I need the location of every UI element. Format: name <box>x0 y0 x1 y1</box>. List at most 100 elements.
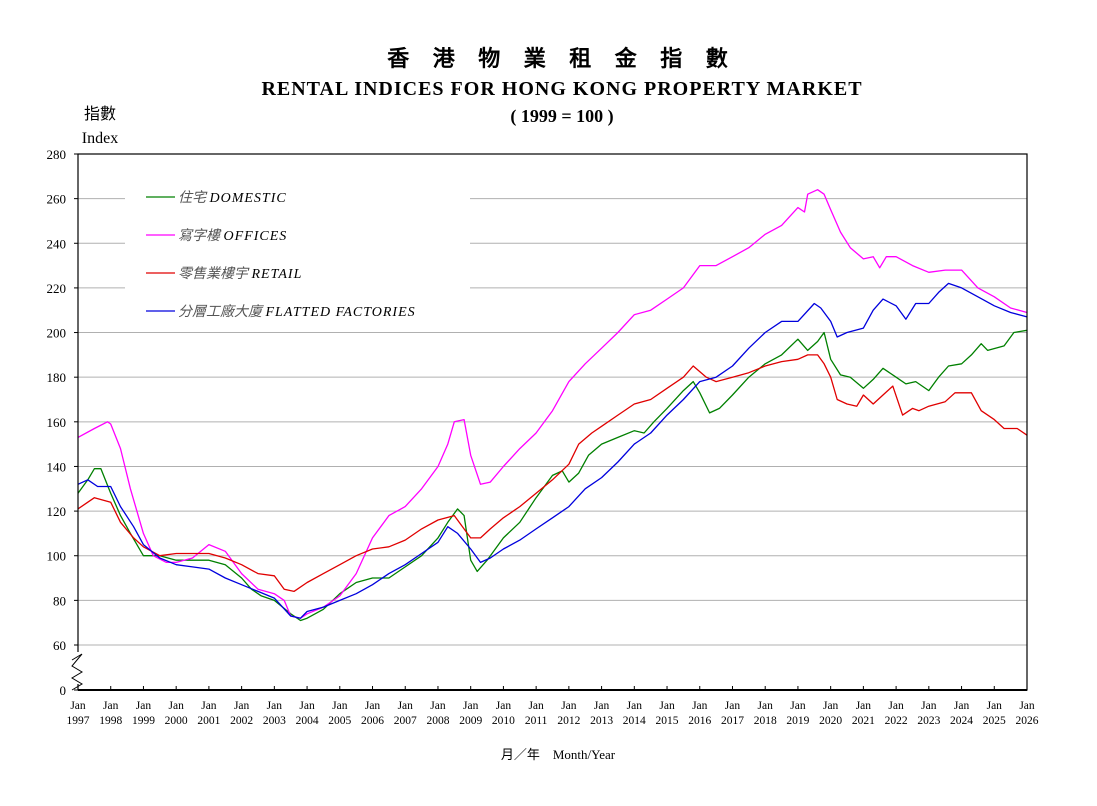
x-tick-month: Jan <box>332 700 348 712</box>
x-tick-year: 2019 <box>786 715 809 727</box>
x-tick-month: Jan <box>561 700 577 712</box>
x-tick-month: Jan <box>725 700 741 712</box>
x-tick-year: 2004 <box>296 715 319 727</box>
x-tick-year: 2013 <box>590 715 613 727</box>
x-tick-label: Jan 2012 <box>557 700 580 727</box>
x-tick-month: Jan <box>103 700 119 712</box>
x-tick-month: Jan <box>1019 700 1035 712</box>
x-tick-month: Jan <box>659 700 675 712</box>
y-tick-label: 280 <box>47 147 67 162</box>
x-tick-month: Jan <box>365 700 381 712</box>
axis-break-icon <box>71 653 83 691</box>
legend-label-en: FLATTED FACTORIES <box>265 305 416 320</box>
x-tick-month: Jan <box>790 700 806 712</box>
y-tick-label: 120 <box>47 504 67 519</box>
y-tick-label: 200 <box>47 326 67 341</box>
x-tick-label: Jan 2001 <box>197 700 220 727</box>
x-tick-label: Jan 1997 <box>67 700 90 727</box>
x-tick-label: Jan 2015 <box>656 700 679 727</box>
legend-label: 零售業樓宇 RETAIL <box>178 266 302 282</box>
x-tick-label: Jan 2008 <box>426 700 449 727</box>
y-tick-label: 60 <box>53 638 66 653</box>
x-tick-month: Jan <box>398 700 414 712</box>
x-tick-month: Jan <box>692 700 708 712</box>
x-tick-year: 2000 <box>165 715 188 727</box>
legend-label-zh: 寫字樓 <box>178 228 224 244</box>
legend-label-en: DOMESTIC <box>209 191 287 206</box>
x-tick-month: Jan <box>299 700 315 712</box>
x-tick-label: Jan 2026 <box>1016 700 1039 727</box>
x-tick-label: Jan 2002 <box>230 700 253 727</box>
x-tick-year: 2001 <box>197 715 220 727</box>
y-tick-label: 240 <box>47 236 67 251</box>
x-tick-month: Jan <box>234 700 250 712</box>
y-tick-label: 260 <box>47 192 67 207</box>
y-tick-label: 180 <box>47 370 67 385</box>
x-tick-month: Jan <box>856 700 872 712</box>
legend-label-zh: 住宅 <box>178 190 210 206</box>
x-tick-label: Jan 2009 <box>459 700 482 727</box>
x-tick-month: Jan <box>463 700 479 712</box>
x-tick-label: Jan 2003 <box>263 700 286 727</box>
x-tick-label: Jan 2024 <box>950 700 973 727</box>
x-tick-year: 1999 <box>132 715 155 727</box>
x-tick-year: 2003 <box>263 715 286 727</box>
x-tick-year: 2010 <box>492 715 515 727</box>
legend-label-zh: 分層工廠大廈 <box>178 303 266 320</box>
x-tick-label: Jan 2017 <box>721 700 744 727</box>
y-tick-label: 220 <box>47 281 67 296</box>
x-tick-label: Jan 2020 <box>819 700 842 727</box>
x-tick-month: Jan <box>627 700 643 712</box>
x-tick-label: Jan 2014 <box>623 700 646 727</box>
x-tick-year: 2018 <box>754 715 777 727</box>
axis-break-mask <box>70 652 86 684</box>
legend <box>125 178 470 330</box>
x-tick-label: Jan 2019 <box>786 700 809 727</box>
x-tick-year: 2012 <box>557 715 580 727</box>
y-axis-label: Index <box>82 130 118 147</box>
x-axis-label: 月／年 Month/Year <box>501 747 616 762</box>
x-tick-month: Jan <box>136 700 152 712</box>
x-tick-label: Jan 2004 <box>296 700 319 727</box>
legend-label-en: RETAIL <box>251 267 303 282</box>
x-tick-year: 2026 <box>1016 715 1039 727</box>
x-tick-month: Jan <box>758 700 774 712</box>
x-tick-month: Jan <box>823 700 839 712</box>
x-tick-year: 2025 <box>983 715 1006 727</box>
series-line-retail <box>77 354 1028 593</box>
x-tick-year: 2024 <box>950 715 973 727</box>
x-tick-label: Jan 2025 <box>983 700 1006 727</box>
x-tick-year: 2007 <box>394 715 417 727</box>
x-tick-month: Jan <box>201 700 217 712</box>
x-tick-year: 2022 <box>885 715 908 727</box>
chart-title-zh: 香 港 物 業 租 金 指 數 <box>387 46 737 71</box>
legend-label: 分層工廠大廈 FLATTED FACTORIES <box>178 303 416 320</box>
x-tick-year: 2014 <box>623 715 646 727</box>
axes: 0 60 80 100 120 140 160 180 200 220 240 260 280 Jan 19… <box>47 147 1039 727</box>
x-tick-label: Jan 1999 <box>132 700 155 727</box>
x-tick-label: Jan 2018 <box>754 700 777 727</box>
legend-label: 寫字樓 OFFICES <box>178 228 287 244</box>
x-tick-month: Jan <box>169 700 185 712</box>
chart-title: RENTAL INDICES FOR HONG KONG PROPERTY MA… <box>261 78 862 100</box>
x-tick-year: 2021 <box>852 715 875 727</box>
y-tick-label: 160 <box>47 415 67 430</box>
x-tick-month: Jan <box>954 700 970 712</box>
x-tick-month: Jan <box>987 700 1003 712</box>
x-tick-year: 2017 <box>721 715 744 727</box>
x-tick-month: Jan <box>594 700 610 712</box>
y-tick-label: 100 <box>47 549 67 564</box>
x-tick-month: Jan <box>528 700 544 712</box>
x-tick-year: 2011 <box>525 715 548 727</box>
x-tick-year: 2006 <box>361 715 384 727</box>
x-tick-year: 2015 <box>656 715 679 727</box>
x-tick-label: Jan 2000 <box>165 700 188 727</box>
x-tick-month: Jan <box>888 700 904 712</box>
x-tick-month: Jan <box>70 700 86 712</box>
series-line-flatted-factories <box>77 282 1028 619</box>
y-tick-label: 140 <box>47 459 67 474</box>
x-tick-label: Jan 2007 <box>394 700 417 727</box>
x-tick-year: 2023 <box>917 715 940 727</box>
x-tick-year: 2005 <box>328 715 351 727</box>
x-tick-year: 2002 <box>230 715 253 727</box>
